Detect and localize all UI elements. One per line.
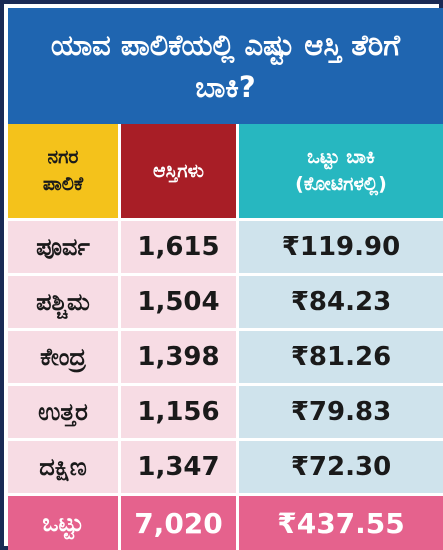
- row-4-name: ಉತ್ತರ: [8, 386, 121, 441]
- row-5-amount: ₹72.30: [239, 441, 443, 496]
- row-3-name: ಕೇಂದ್ರ: [8, 331, 121, 386]
- total-count: 7,020: [121, 496, 239, 550]
- row-1-amount: ₹119.90: [239, 221, 443, 276]
- infographic-title: ಯಾವ ಪಾಲಿಕೆಯಲ್ಲಿ ಎಷ್ಟು ಆಸ್ತಿ ತೆರಿಗೆ ಬಾಕಿ?: [8, 8, 443, 124]
- header-city-line2: ಪಾಲಿಕೆ: [42, 173, 84, 195]
- header-properties: ಆಸ್ತಿಗಳು: [121, 124, 239, 221]
- header-dues-line2: (ಕೋಟಿಗಳಲ್ಲಿ): [295, 173, 387, 195]
- header-city-line1: ನಗರ: [47, 146, 79, 168]
- row-5-count: 1,347: [121, 441, 239, 496]
- header-dues-line1: ಒಟ್ಟು ಬಾಕಿ: [307, 146, 375, 168]
- header-dues: ಒಟ್ಟು ಬಾಕಿ (ಕೋಟಿಗಳಲ್ಲಿ): [239, 124, 443, 221]
- row-4-count: 1,156: [121, 386, 239, 441]
- header-properties-text: ಆಸ್ತಿಗಳು: [153, 160, 204, 182]
- row-2-name: ಪಶ್ಚಿಮ: [8, 276, 121, 331]
- row-1-name: ಪೂರ್ವ: [8, 221, 121, 276]
- header-city: ನಗರ ಪಾಲಿಕೆ: [8, 124, 121, 221]
- total-label: ಒಟ್ಟು: [8, 496, 121, 550]
- title-text: ಯಾವ ಪಾಲಿಕೆಯಲ್ಲಿ ಎಷ್ಟು ಆಸ್ತಿ ತೆರಿಗೆ ಬಾಕಿ?: [50, 28, 401, 104]
- row-2-amount: ₹84.23: [239, 276, 443, 331]
- row-4-amount: ₹79.83: [239, 386, 443, 441]
- row-2-count: 1,504: [121, 276, 239, 331]
- total-amount: ₹437.55: [239, 496, 443, 550]
- row-5-name: ದಕ್ಷಿಣ: [8, 441, 121, 496]
- row-1-count: 1,615: [121, 221, 239, 276]
- row-3-count: 1,398: [121, 331, 239, 386]
- row-3-amount: ₹81.26: [239, 331, 443, 386]
